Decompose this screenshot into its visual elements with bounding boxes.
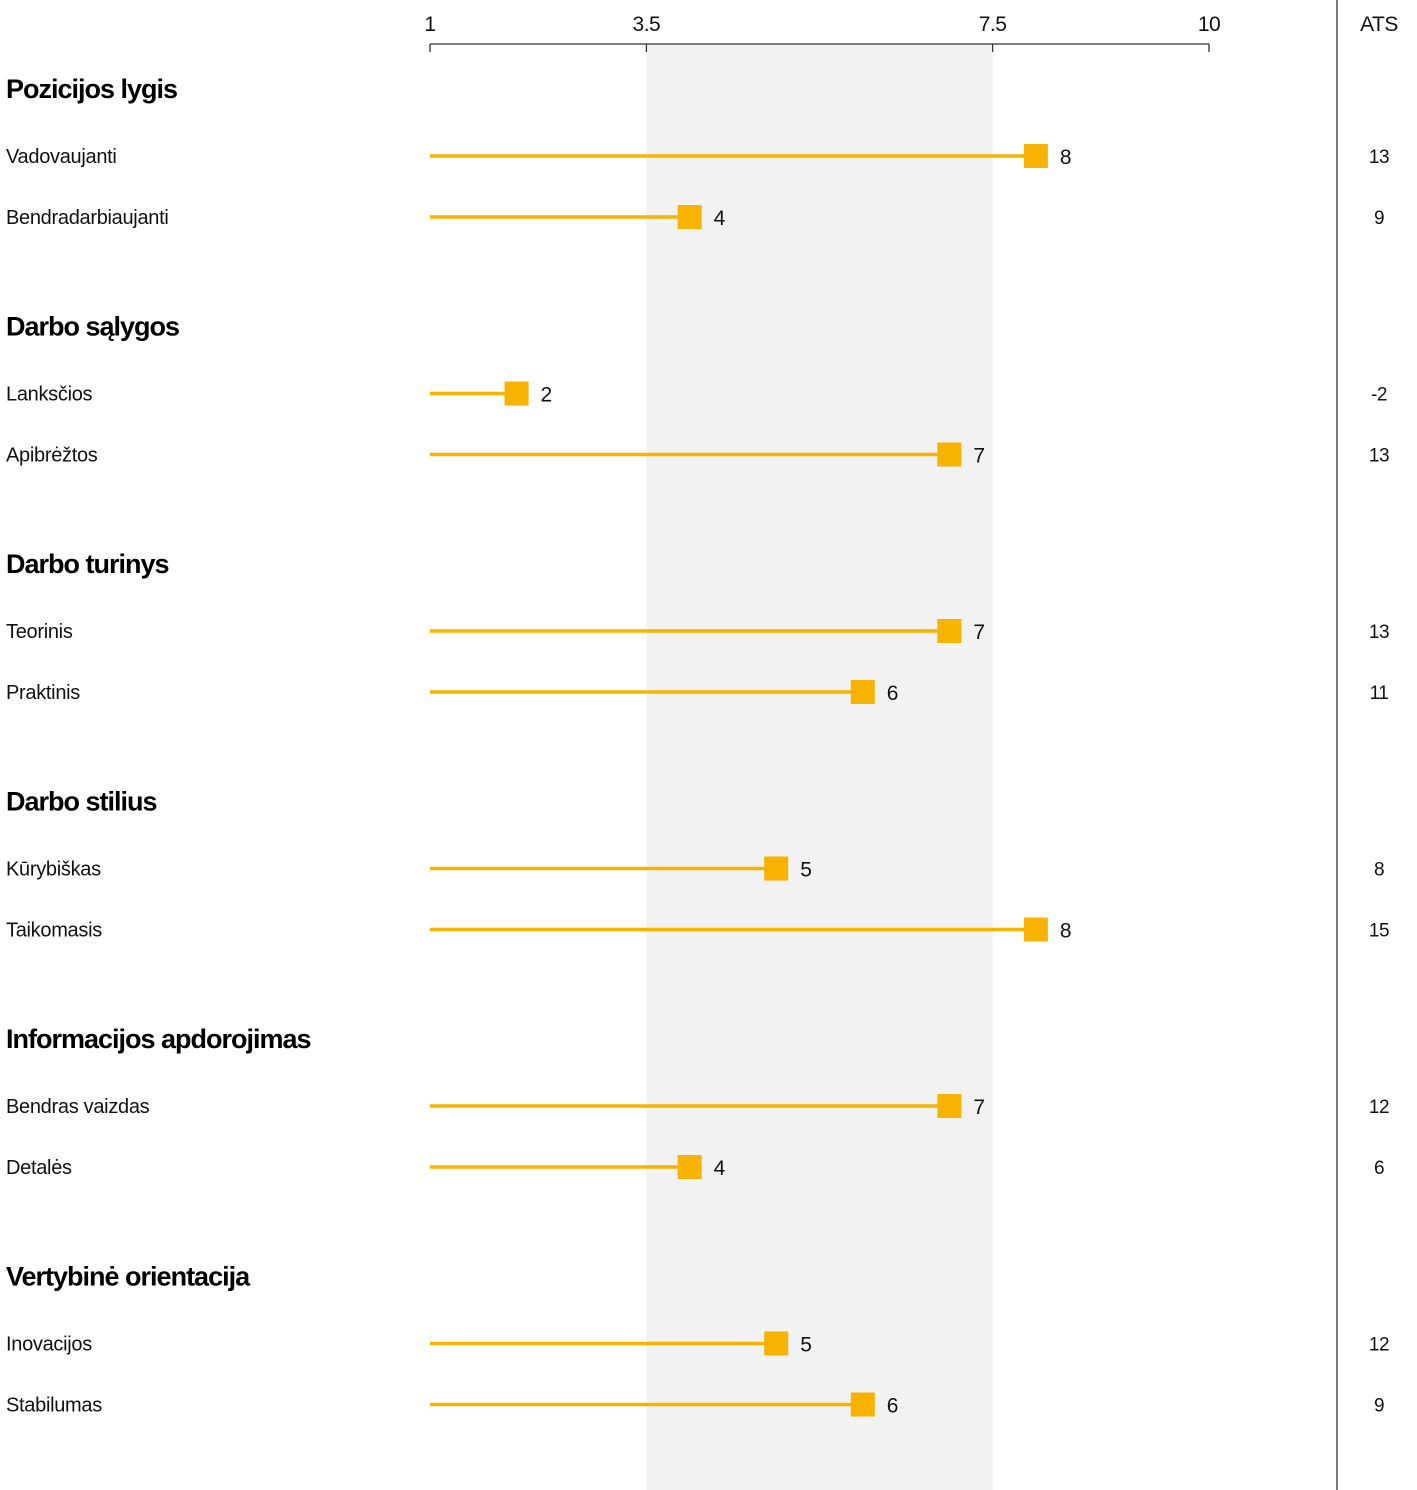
ats-value: 13: [1369, 622, 1389, 643]
value-label: 5: [800, 1334, 812, 1357]
value-label: 8: [1060, 920, 1072, 943]
row-label: Vadovaujanti: [6, 146, 117, 168]
value-label: 7: [973, 1096, 985, 1119]
group-title: Darbo sąlygos: [6, 312, 179, 342]
row-label: Apibrėžtos: [6, 445, 98, 467]
value-marker: [937, 1094, 962, 1118]
value-marker: [677, 1155, 702, 1179]
ats-value: 13: [1369, 147, 1389, 168]
value-marker: [764, 1331, 789, 1356]
value-label: 6: [887, 682, 899, 705]
value-marker: [850, 1392, 875, 1417]
ats-value: 9: [1374, 1396, 1384, 1417]
row-label: Inovacijos: [6, 1334, 92, 1356]
ats-value: 9: [1374, 208, 1384, 229]
value-marker: [937, 442, 962, 467]
value-marker: [1023, 144, 1048, 168]
row-label: Bendradarbiaujanti: [6, 207, 169, 229]
value-label: 4: [714, 1157, 726, 1180]
value-label: 6: [887, 1395, 899, 1418]
group-title: Darbo turinys: [6, 549, 169, 579]
row-label: Teorinis: [6, 621, 73, 643]
ats-value: 11: [1370, 683, 1389, 704]
ats-value: 15: [1369, 921, 1389, 942]
row-label: Stabilumas: [6, 1395, 102, 1417]
group-title: Vertybinė orientacija: [6, 1262, 251, 1292]
ats-column-header: ATS: [1360, 13, 1398, 36]
row-label: Taikomasis: [6, 920, 102, 942]
value-label: 7: [973, 621, 985, 644]
ats-value: 12: [1369, 1097, 1389, 1118]
group-title: Pozicijos lygis: [6, 74, 177, 104]
ats-value: 12: [1369, 1335, 1389, 1356]
value-marker: [937, 619, 962, 643]
ats-value: -2: [1371, 385, 1387, 406]
value-label: 2: [541, 384, 553, 407]
group-title: Informacijos apdorojimas: [6, 1024, 311, 1054]
value-marker: [1023, 917, 1048, 942]
x-axis-tick-label: 10: [1198, 13, 1220, 36]
x-axis-tick-label: 3.5: [633, 13, 661, 36]
value-marker: [764, 856, 789, 881]
row-label: Praktinis: [6, 682, 80, 704]
ats-value: 8: [1374, 860, 1384, 881]
value-marker: [850, 680, 875, 704]
row-label: Detalės: [6, 1157, 72, 1179]
row-label: Kūrybiškas: [6, 859, 101, 881]
value-marker: [504, 381, 529, 406]
value-label: 8: [1060, 146, 1072, 169]
ats-value: 6: [1374, 1158, 1384, 1179]
x-axis-tick-label: 7.5: [979, 13, 1007, 36]
value-label: 4: [714, 207, 726, 230]
ats-value: 13: [1369, 446, 1389, 467]
row-label: Bendras vaizdas: [6, 1096, 150, 1118]
row-label: Lanksčios: [6, 384, 93, 406]
value-label: 5: [800, 859, 812, 882]
value-marker: [677, 205, 702, 229]
highlight-band: [646, 44, 993, 1490]
value-label: 7: [973, 445, 985, 468]
group-title: Darbo stilius: [6, 787, 157, 817]
x-axis-tick-label: 1: [424, 13, 435, 36]
